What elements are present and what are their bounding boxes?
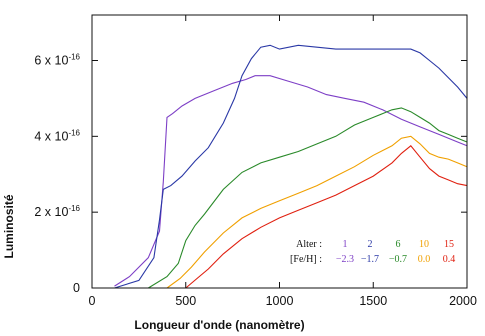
x-tick-label-0: 0 <box>89 294 96 308</box>
legend: Alter : [Fe/H] : 1 −2.3 2 −1.7 6 −0.7 10 0.0 15 0… <box>290 239 455 265</box>
legend-alter-4: 10 <box>419 239 429 250</box>
series-line-4 <box>166 135 468 289</box>
legend-alter-3: 6 <box>396 239 401 250</box>
x-tick-label-4: 2000 <box>449 294 477 308</box>
series-line-2 <box>114 44 468 289</box>
legend-feh-2: −1.7 <box>361 254 379 265</box>
x-tick-label-2: 1000 <box>266 294 294 308</box>
y-axis-title: Luminosité <box>2 194 16 258</box>
x-tick-label-3: 1500 <box>359 294 387 308</box>
legend-alter-2: 2 <box>368 239 373 250</box>
y-tick-label-2: 4 x 10-16 <box>34 128 80 143</box>
axis-ticks <box>91 15 468 289</box>
x-tick-labels: 0 500 1000 1500 2000 <box>89 294 477 308</box>
legend-alter-5: 15 <box>444 239 454 250</box>
y-tick-label-0: 0 <box>73 281 80 295</box>
series-line-5 <box>185 145 468 289</box>
legend-feh-3: −0.7 <box>389 254 407 265</box>
legend-alter-1: 1 <box>343 239 348 250</box>
legend-feh-1: −2.3 <box>336 254 354 265</box>
y-tick-label-1: 2 x 10-16 <box>34 204 80 219</box>
y-tick-labels: 0 2 x 10-16 4 x 10-16 6 x 10-16 <box>34 53 80 296</box>
y-tick-label-3: 6 x 10-16 <box>34 53 80 68</box>
series-line-1 <box>114 75 468 287</box>
series-line-3 <box>148 107 468 289</box>
plot-series <box>114 44 468 289</box>
x-tick-label-1: 500 <box>175 294 196 308</box>
legend-feh-5: 0.4 <box>443 254 456 265</box>
legend-feh-label: [Fe/H] : <box>290 254 322 265</box>
legend-alter-label: Alter : <box>296 239 322 250</box>
legend-feh-4: 0.0 <box>418 254 431 265</box>
plot-frame <box>91 14 468 289</box>
x-axis-title: Longueur d'onde (nanomètre) <box>134 318 304 332</box>
